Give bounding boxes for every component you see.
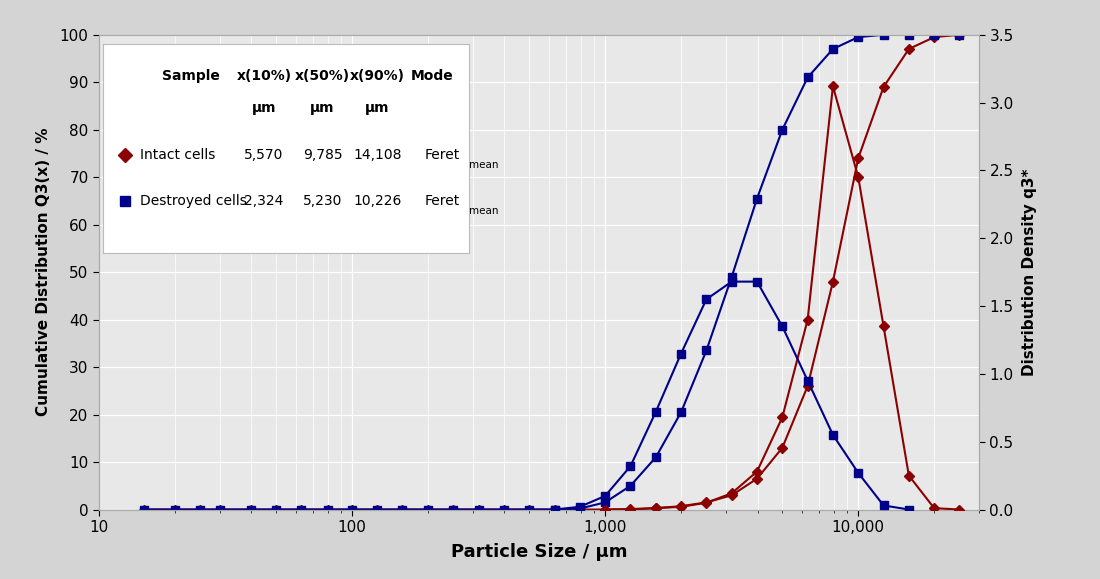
Y-axis label: Cumulative Distribution Q3(x) / %: Cumulative Distribution Q3(x) / % <box>36 128 52 416</box>
X-axis label: Particle Size / μm: Particle Size / μm <box>451 543 627 561</box>
Y-axis label: Distribution Density q3*: Distribution Density q3* <box>1022 168 1037 376</box>
